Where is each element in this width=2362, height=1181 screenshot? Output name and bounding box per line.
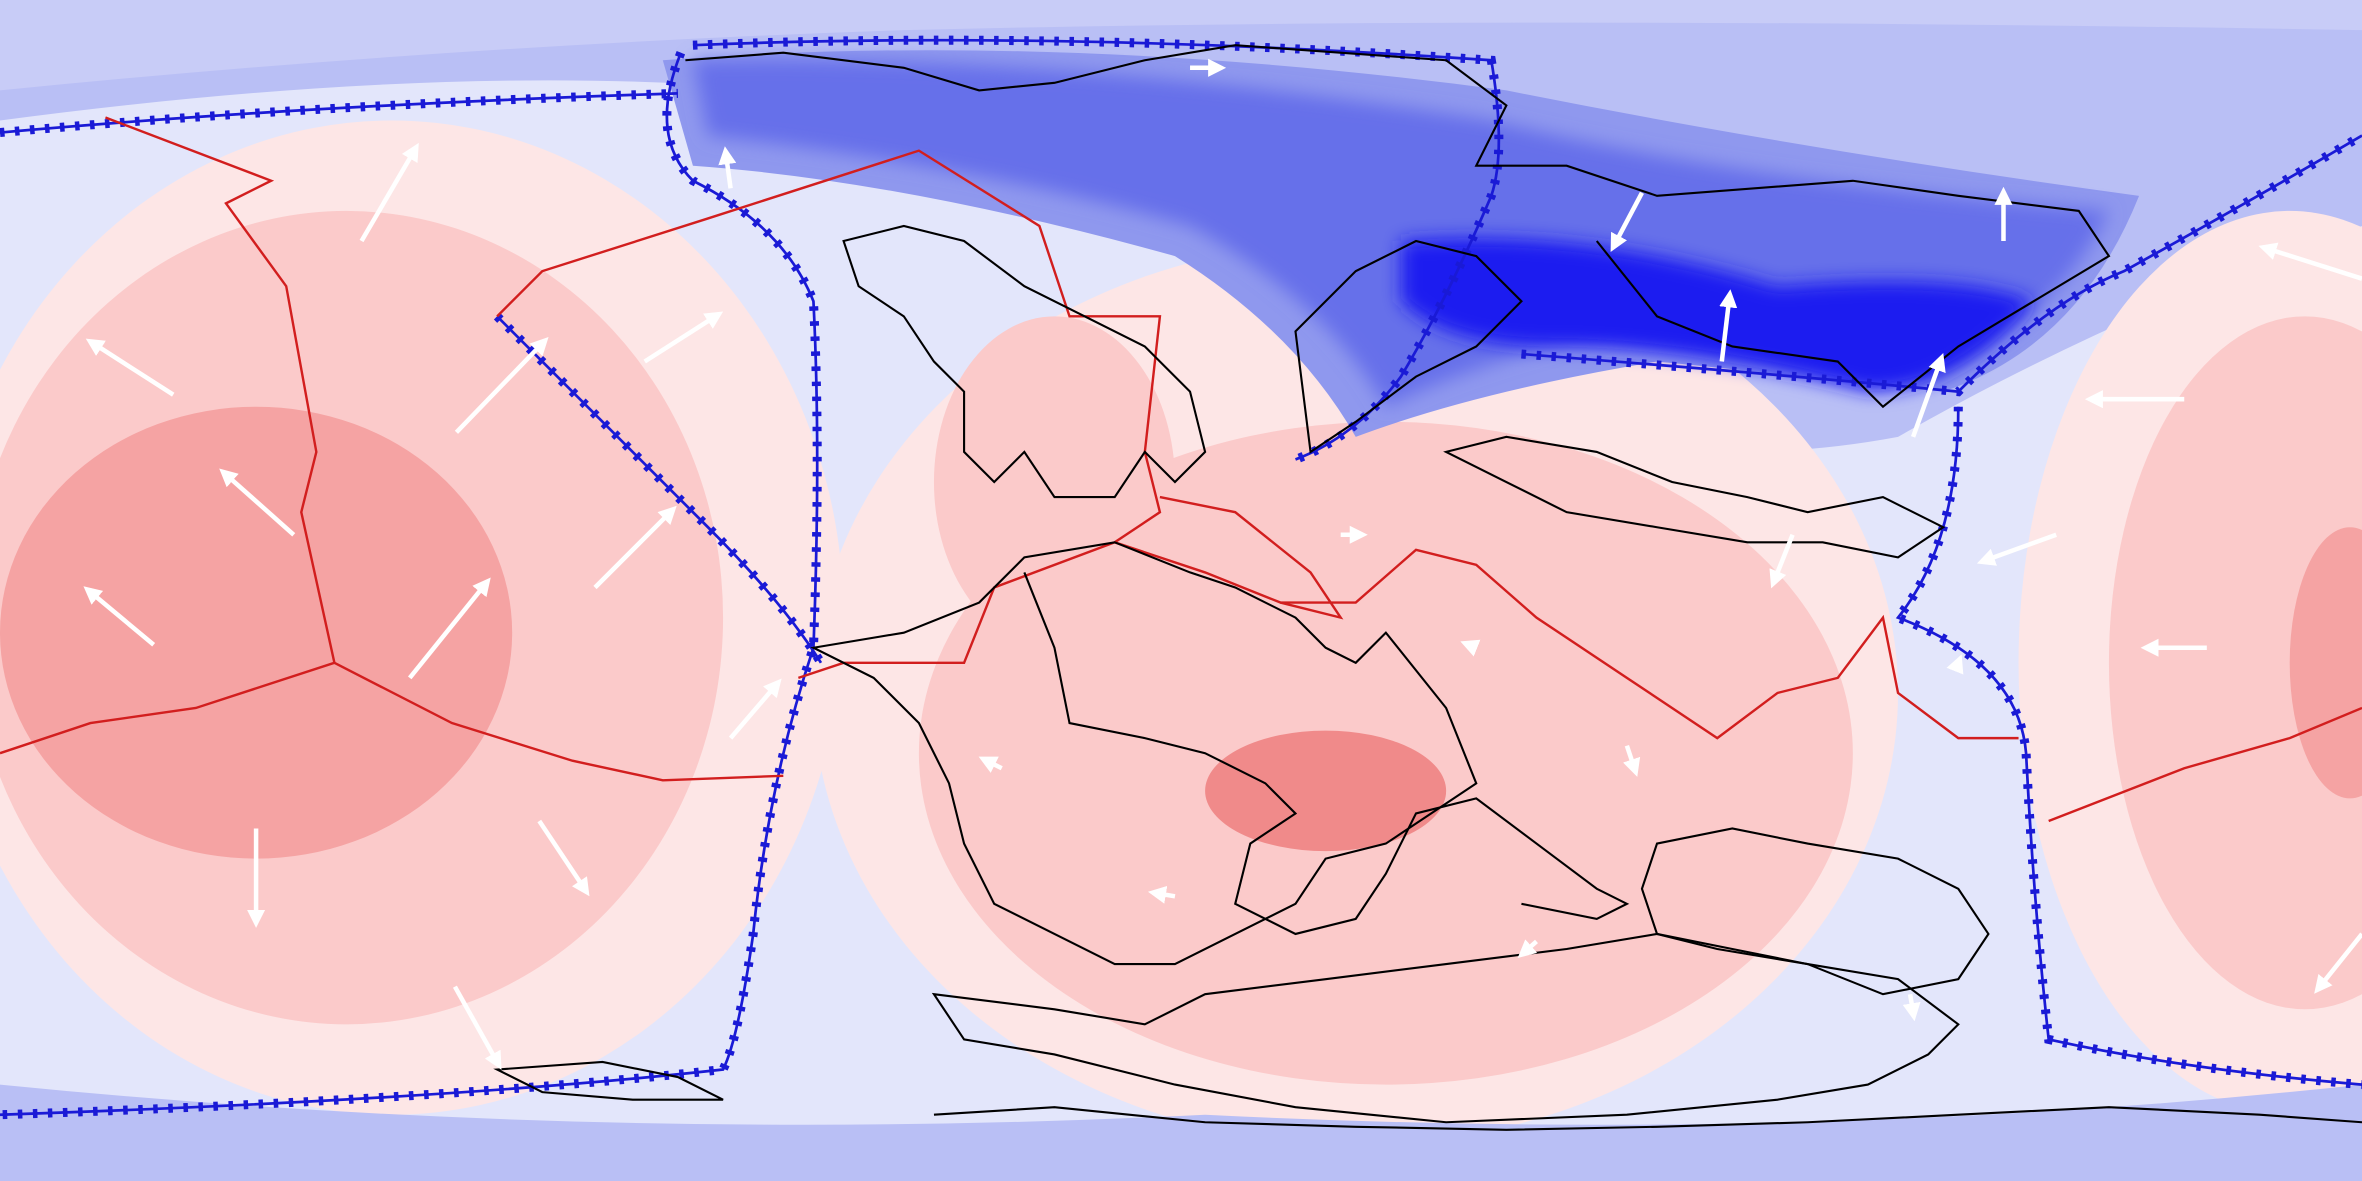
subduction-zones — [0, 35, 2362, 1120]
velocity-arrows — [83, 58, 2362, 1070]
coastlines — [493, 44, 2362, 1131]
ridges — [0, 116, 2362, 823]
